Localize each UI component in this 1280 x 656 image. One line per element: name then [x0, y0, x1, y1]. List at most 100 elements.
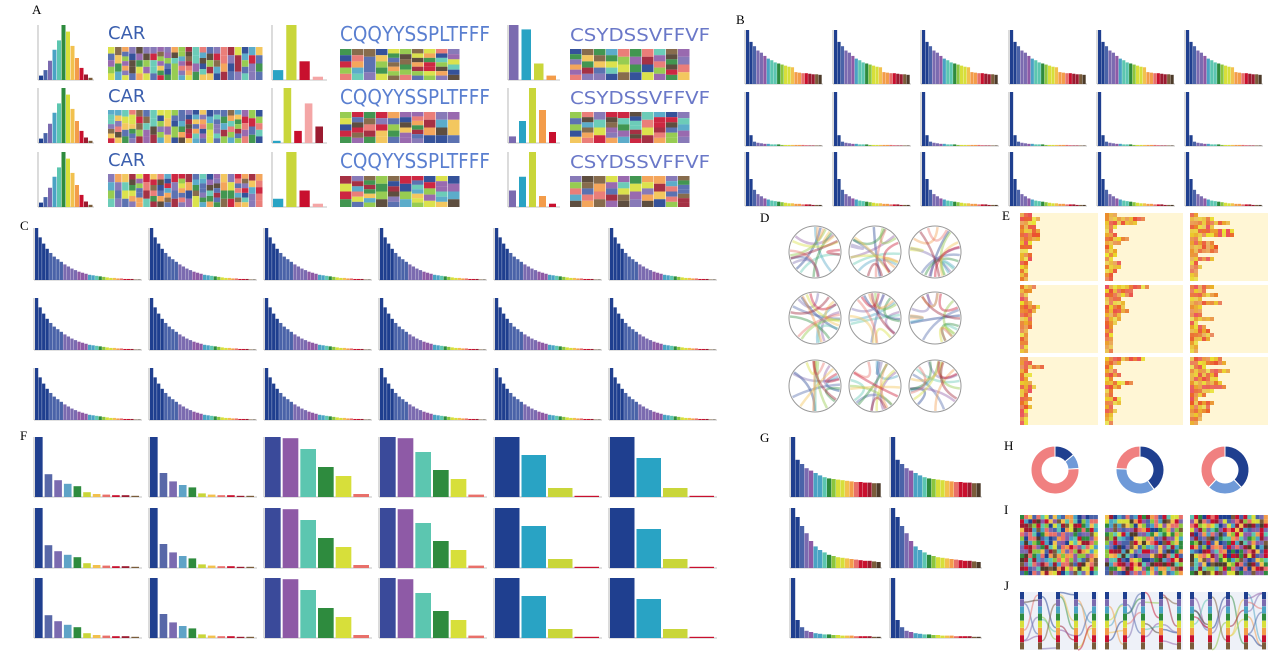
logo-stack: [192, 47, 200, 56]
mosaic-cell: [1048, 558, 1053, 563]
bar: [963, 482, 968, 497]
logo-stack: [376, 130, 388, 137]
logo-stack: [582, 49, 594, 56]
logo-stack: [178, 202, 185, 207]
bar: [922, 152, 926, 206]
mosaic-cell: [1089, 523, 1094, 528]
bar: [356, 348, 361, 350]
bar: [468, 418, 472, 420]
logo-stack: [248, 134, 256, 143]
bar: [689, 566, 714, 568]
heat-cell: [1206, 257, 1210, 261]
heat-cell: [1024, 369, 1028, 373]
bar: [701, 418, 706, 420]
alluvial-axis: [1020, 642, 1024, 650]
bar: [865, 201, 869, 206]
bar: [433, 344, 437, 350]
logo-stack: [122, 47, 129, 52]
logo-stack: [376, 112, 388, 119]
mosaic-cell: [1125, 523, 1130, 528]
bar: [834, 92, 838, 146]
bar: [314, 343, 318, 350]
mosaic-cell: [1178, 515, 1183, 520]
mosaic-cell: [1105, 545, 1110, 550]
mosaic-cell: [1231, 562, 1236, 567]
mosaic-cell: [1113, 540, 1118, 546]
mosaic-cell: [1073, 566, 1078, 571]
bar: [1217, 63, 1221, 84]
mosaic-cell: [1040, 570, 1045, 576]
bar: [1082, 145, 1086, 146]
logo-stack: [388, 57, 400, 63]
logo-stack: [388, 112, 400, 119]
alluvial-axis: [1123, 592, 1127, 599]
logo-stack: [412, 116, 424, 121]
heat-cell: [1190, 257, 1194, 261]
logo-stack: [654, 199, 666, 207]
bar: [241, 278, 246, 280]
logo-stack: [364, 136, 376, 143]
alluvial-axis: [1074, 592, 1078, 599]
alluvial-flow: [1023, 616, 1039, 642]
logo-stack: [364, 198, 376, 203]
bar: [840, 189, 845, 206]
bar: [35, 228, 39, 280]
alluvial-axis: [1123, 635, 1127, 643]
bar: [401, 329, 405, 350]
mosaic-cell: [1158, 562, 1163, 567]
heat-cell: [1020, 293, 1024, 297]
mosaic-cell: [1040, 519, 1045, 524]
mosaic-cell: [1162, 532, 1167, 537]
mosaic-cell: [1121, 532, 1126, 537]
heat-cell: [1190, 373, 1194, 377]
heat-cell: [1190, 305, 1194, 309]
bar: [509, 252, 513, 280]
mosaic-cell: [1081, 527, 1086, 533]
mosaic-cell: [1226, 545, 1231, 550]
logo-stack: [192, 179, 200, 185]
logo-stack: [136, 178, 143, 184]
bar: [394, 322, 398, 350]
bar: [1072, 145, 1076, 146]
heat-cell: [1032, 285, 1036, 289]
heat-cell: [1190, 297, 1194, 301]
mosaic-cell: [1109, 540, 1114, 546]
bar: [712, 349, 716, 350]
heat-cell: [1194, 237, 1198, 241]
heat-cell: [1125, 293, 1129, 297]
mosaic-cell: [1113, 515, 1118, 520]
bar: [627, 256, 631, 280]
mosaic-cell: [1125, 549, 1130, 554]
heat-cell: [1121, 285, 1125, 289]
chord-ring: [908, 225, 962, 279]
mosaic-cell: [1218, 562, 1223, 567]
mosaic-cell: [1137, 558, 1142, 563]
bar: [1122, 144, 1126, 146]
logo-stack: [129, 66, 136, 74]
alluvial-flow: [1041, 616, 1057, 641]
bar: [35, 578, 43, 638]
heat-cell: [1202, 317, 1206, 321]
bar: [794, 144, 798, 146]
logo-stack: [654, 67, 666, 74]
mosaic-cell: [1194, 558, 1199, 563]
mosaic-cell: [1125, 536, 1130, 541]
bar: [84, 413, 88, 420]
bar: [310, 342, 315, 350]
logo-stack: [666, 176, 678, 182]
mosaic-cell: [1231, 523, 1236, 528]
bar: [936, 635, 941, 638]
bar: [49, 392, 53, 420]
logo-stack: [436, 112, 448, 120]
mosaic-cell: [1170, 527, 1175, 533]
logo-stack: [400, 132, 412, 138]
mosaic-cell: [1113, 523, 1118, 528]
mosaic-cell: [1085, 519, 1090, 524]
bar: [756, 50, 760, 84]
bar: [464, 348, 469, 350]
heat-cell: [1020, 329, 1024, 333]
logo-stack: [178, 197, 185, 203]
chord: [929, 230, 950, 277]
bar: [922, 477, 927, 497]
mosaic-cell: [1150, 545, 1155, 550]
